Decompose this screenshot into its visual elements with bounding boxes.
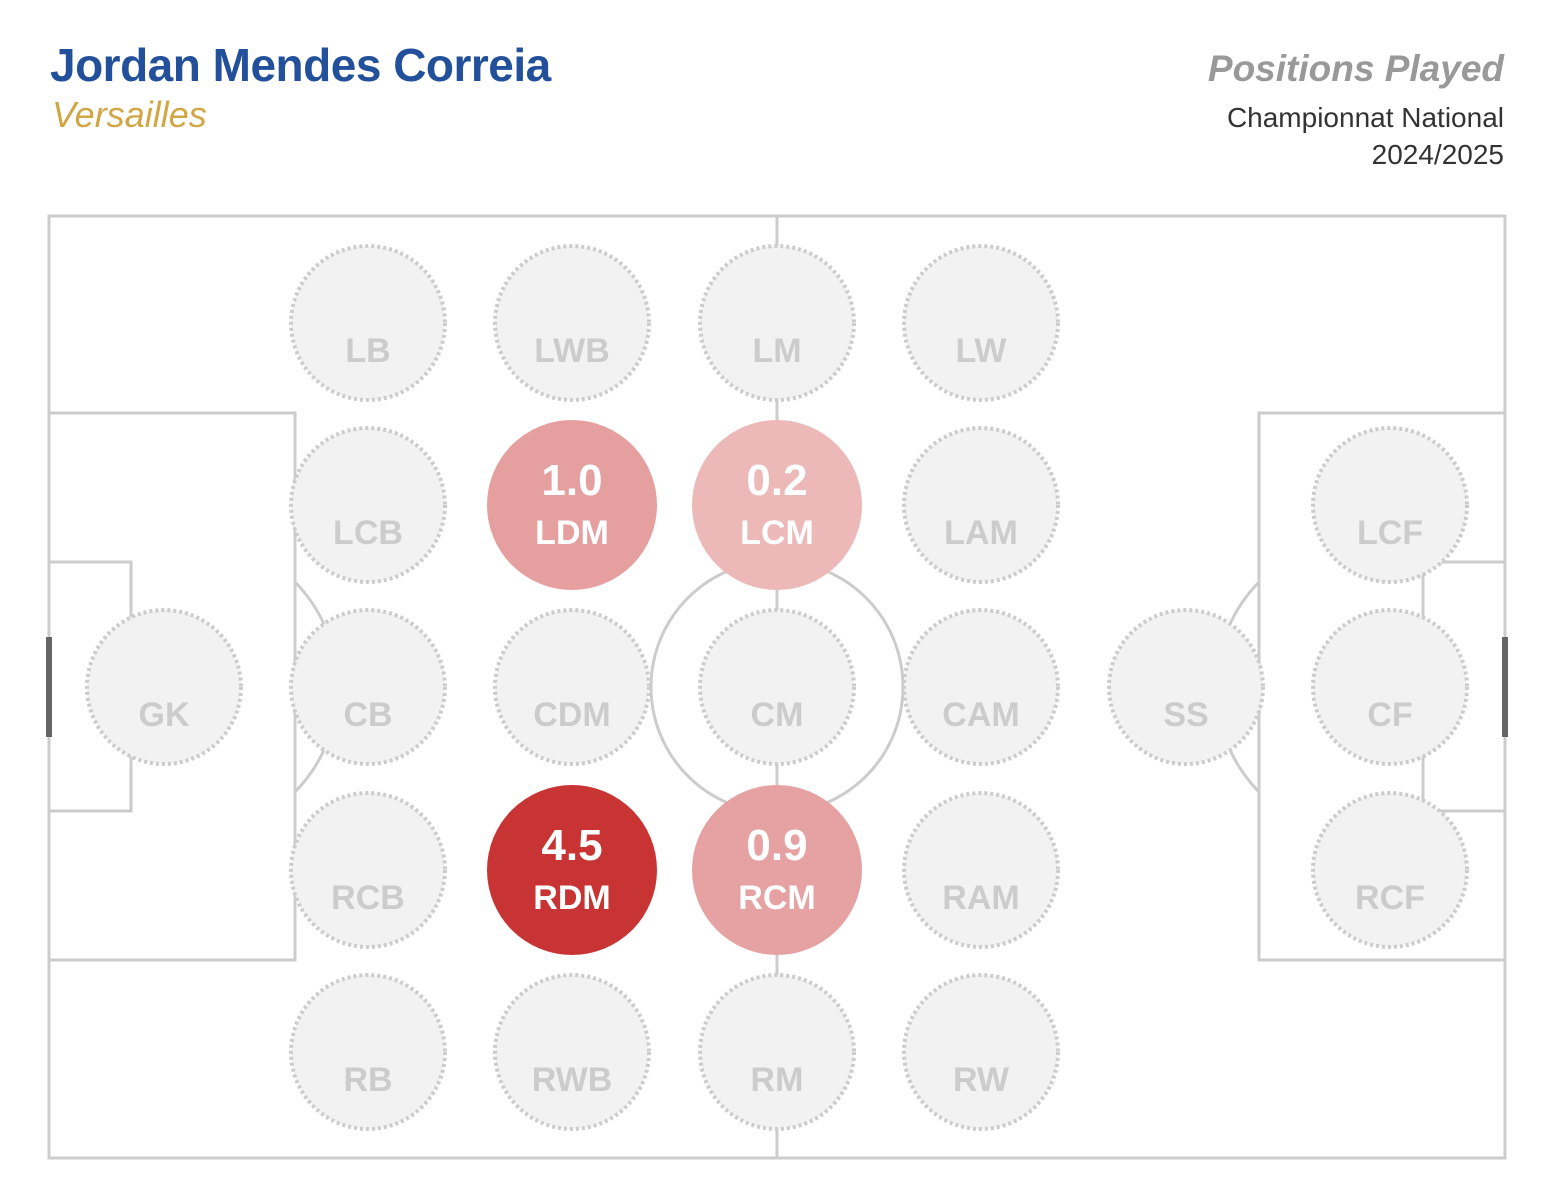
position-marker bbox=[698, 244, 856, 402]
position-code-label: LCF bbox=[1357, 514, 1423, 552]
position-value-label: 4.5 bbox=[541, 821, 602, 870]
position-code-label: LW bbox=[956, 332, 1008, 370]
position-marker bbox=[493, 244, 651, 402]
player-name: Jordan Mendes Correia bbox=[50, 39, 551, 91]
position-ldm: 1.0 LDM bbox=[487, 420, 657, 590]
position-code-label: RCF bbox=[1355, 879, 1425, 917]
position-cb: CB bbox=[289, 608, 447, 766]
position-code-label: SS bbox=[1163, 696, 1208, 734]
position-marker bbox=[902, 791, 1060, 949]
position-marker bbox=[692, 785, 862, 955]
position-cdm: CDM bbox=[493, 608, 651, 766]
position-code-label: GK bbox=[139, 696, 190, 734]
right-goal bbox=[1502, 637, 1508, 737]
position-marker bbox=[692, 420, 862, 590]
position-code-label: CB bbox=[343, 696, 392, 734]
position-value-label: 0.9 bbox=[746, 821, 807, 870]
position-marker bbox=[902, 608, 1060, 766]
position-marker bbox=[487, 785, 657, 955]
position-lwb: LWB bbox=[493, 244, 651, 402]
position-marker bbox=[487, 420, 657, 590]
position-code-label: LB bbox=[345, 332, 390, 370]
position-value-label: 0.2 bbox=[746, 456, 807, 505]
position-ram: RAM bbox=[902, 791, 1060, 949]
position-lb: LB bbox=[289, 244, 447, 402]
position-code-label: RCB bbox=[331, 879, 405, 917]
position-lcm: 0.2 LCM bbox=[692, 420, 862, 590]
position-code-label: LDM bbox=[535, 514, 609, 552]
position-code-label: RW bbox=[953, 1061, 1010, 1099]
position-marker bbox=[902, 244, 1060, 402]
position-marker bbox=[698, 608, 856, 766]
position-marker bbox=[1311, 426, 1469, 584]
position-marker bbox=[493, 973, 651, 1131]
position-rb: RB bbox=[289, 973, 447, 1131]
position-code-label: RB bbox=[343, 1061, 392, 1099]
position-code-label: RM bbox=[751, 1061, 804, 1099]
position-marker bbox=[289, 608, 447, 766]
position-lm: LM bbox=[698, 244, 856, 402]
position-marker bbox=[289, 244, 447, 402]
position-rdm: 4.5 RDM bbox=[487, 785, 657, 955]
position-rcb: RCB bbox=[289, 791, 447, 949]
position-cf: CF bbox=[1311, 608, 1469, 766]
position-marker bbox=[289, 791, 447, 949]
position-lw: LW bbox=[902, 244, 1060, 402]
position-rcf: RCF bbox=[1311, 791, 1469, 949]
position-rw: RW bbox=[902, 973, 1060, 1131]
position-marker bbox=[698, 973, 856, 1131]
season-label: 2024/2025 bbox=[1371, 139, 1504, 170]
position-marker bbox=[902, 426, 1060, 584]
position-lcf: LCF bbox=[1311, 426, 1469, 584]
position-gk: GK bbox=[85, 608, 243, 766]
position-code-label: CAM bbox=[942, 696, 1019, 734]
position-code-label: RCM bbox=[738, 879, 815, 917]
position-marker bbox=[902, 973, 1060, 1131]
chart-title: Positions Played bbox=[1207, 48, 1504, 89]
position-marker bbox=[85, 608, 243, 766]
team-name: Versailles bbox=[52, 94, 207, 135]
position-code-label: CDM bbox=[533, 696, 610, 734]
position-cam: CAM bbox=[902, 608, 1060, 766]
position-cm: CM bbox=[698, 608, 856, 766]
position-code-label: LCB bbox=[333, 514, 403, 552]
position-lam: LAM bbox=[902, 426, 1060, 584]
position-code-label: RAM bbox=[942, 879, 1019, 917]
position-code-label: CF bbox=[1367, 696, 1412, 734]
position-ss: SS bbox=[1107, 608, 1265, 766]
competition-label: Championnat National bbox=[1226, 102, 1504, 133]
position-value-label: 1.0 bbox=[541, 456, 602, 505]
position-code-label: LAM bbox=[944, 514, 1018, 552]
position-code-label: LWB bbox=[534, 332, 610, 370]
position-code-label: LCM bbox=[740, 514, 814, 552]
position-marker bbox=[289, 426, 447, 584]
position-marker bbox=[289, 973, 447, 1131]
position-rcm: 0.9 RCM bbox=[692, 785, 862, 955]
position-code-label: RDM bbox=[533, 879, 610, 917]
left-goal bbox=[46, 637, 52, 737]
position-lcb: LCB bbox=[289, 426, 447, 584]
position-marker bbox=[1107, 608, 1265, 766]
position-marker bbox=[1311, 791, 1469, 949]
position-code-label: LM bbox=[752, 332, 801, 370]
position-rm: RM bbox=[698, 973, 856, 1131]
position-code-label: CM bbox=[751, 696, 804, 734]
position-marker bbox=[1311, 608, 1469, 766]
positions-layer: GK LB LCB CB RCB RB LWB 1.0 LDM CDM 4.5 RDM RWB LM 0.2… bbox=[85, 244, 1469, 1131]
position-code-label: RWB bbox=[532, 1061, 613, 1099]
position-marker bbox=[493, 608, 651, 766]
position-rwb: RWB bbox=[493, 973, 651, 1131]
